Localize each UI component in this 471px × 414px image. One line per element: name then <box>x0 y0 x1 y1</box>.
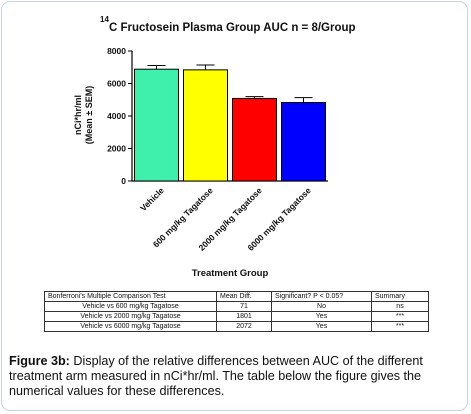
y-axis-label-line1: nCi*hr/ml <box>73 95 83 135</box>
mean-diff-cell: 2072 <box>216 321 272 332</box>
significance-cell: Yes <box>271 311 372 322</box>
significance-cell: Yes <box>271 321 372 332</box>
table-header-cell: Summary <box>371 291 429 302</box>
bar-chart: 14 C Fructosein Plasma Group AUC n = 8/G… <box>73 15 356 279</box>
figure-caption: Figure 3b: Display of the relative diffe… <box>9 354 463 399</box>
bar <box>281 102 326 182</box>
caption-text: Display of the relative differences betw… <box>9 354 423 398</box>
bar <box>134 68 179 182</box>
table-header-cell: Bonferroni's Multiple Comparison Test <box>44 291 217 302</box>
bar <box>183 69 228 182</box>
table-header-row: Bonferroni's Multiple Comparison Test Me… <box>44 291 429 302</box>
comparison-cell: Vehicle vs 6000 mg/kg Tagatose <box>44 321 217 332</box>
summary-cell: *** <box>371 311 429 322</box>
y-tick-label: 4000 <box>107 111 126 121</box>
y-axis-label: nCi*hr/ml (Mean ± SEM) <box>73 86 94 144</box>
x-axis-label: Treatment Group <box>192 268 269 279</box>
chart-title: C Fructosein Plasma Group AUC n = 8/Grou… <box>109 22 356 34</box>
summary-cell: ns <box>371 301 429 312</box>
comparison-cell: Vehicle vs 2000 mg/kg Tagatose <box>44 311 217 322</box>
table-header-cell: Significant? P < 0.05? <box>271 291 372 302</box>
comparison-table: Bonferroni's Multiple Comparison Test Me… <box>44 291 429 332</box>
y-tick-label: 2000 <box>107 144 126 154</box>
mean-diff-cell: 1801 <box>216 311 272 322</box>
table-row: Vehicle vs 2000 mg/kg Tagatose 1801 Yes … <box>44 311 429 322</box>
table-row: Vehicle vs 600 mg/kg Tagatose 71 No ns <box>44 301 429 312</box>
y-tick-label: 8000 <box>107 46 126 56</box>
comparison-cell: Vehicle vs 600 mg/kg Tagatose <box>44 301 217 312</box>
mean-diff-cell: 71 <box>216 301 272 312</box>
table-header-cell: Mean Diff. <box>216 291 272 302</box>
bar <box>232 97 277 182</box>
y-tick-label: 6000 <box>107 79 126 89</box>
y-tick-label: 0 <box>121 176 126 186</box>
caption-label: Figure 3b: <box>9 354 70 368</box>
significance-cell: No <box>271 301 372 312</box>
summary-cell: *** <box>371 321 429 332</box>
chart-title-superscript: 14 <box>100 15 109 24</box>
y-axis-label-line2: (Mean ± SEM) <box>84 86 94 144</box>
x-tick-label: Vehicle <box>138 185 166 213</box>
table-row: Vehicle vs 6000 mg/kg Tagatose 2072 Yes … <box>44 321 429 332</box>
